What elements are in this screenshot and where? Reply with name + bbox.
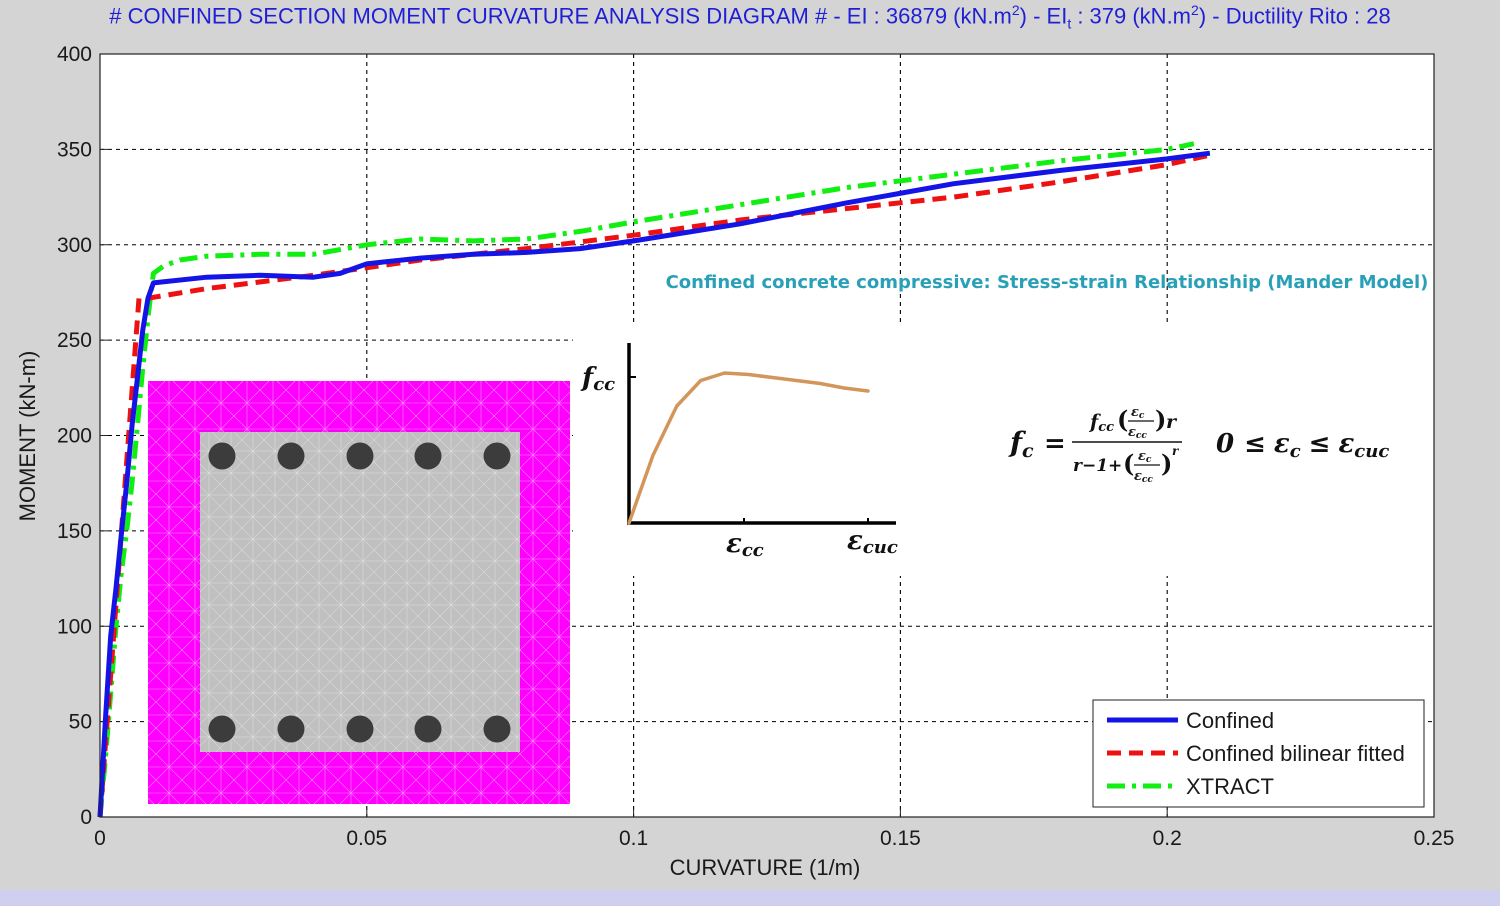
formula-numerator-paren: ( bbox=[1117, 405, 1128, 434]
formula-equals: = bbox=[1044, 429, 1066, 459]
cross-section-inset bbox=[148, 381, 570, 804]
rebar-top bbox=[347, 443, 374, 470]
legend-label: Confined bilinear fitted bbox=[1186, 741, 1405, 766]
y-axis-label: MOMENT (kN-m) bbox=[15, 351, 40, 522]
mander-title: Confined concrete compressive: Stress-st… bbox=[666, 272, 1429, 293]
y-tick-label: 50 bbox=[69, 711, 92, 734]
y-tick-label: 350 bbox=[57, 138, 92, 161]
y-tick-label: 150 bbox=[57, 520, 92, 543]
x-tick-label: 0.25 bbox=[1414, 827, 1455, 850]
rebar-bottom bbox=[415, 716, 442, 743]
section-core bbox=[200, 432, 520, 752]
rebar-top bbox=[209, 443, 236, 470]
formula-numerator-paren-close: ) bbox=[1155, 405, 1166, 434]
x-tick-label: 0.1 bbox=[619, 827, 648, 850]
rebar-top bbox=[415, 443, 442, 470]
rebar-bottom bbox=[209, 716, 236, 743]
rebar-bottom bbox=[278, 716, 305, 743]
rebar-bottom bbox=[484, 716, 511, 743]
y-tick-label: 400 bbox=[57, 43, 92, 66]
rebar-bottom bbox=[347, 716, 374, 743]
mander-background bbox=[573, 322, 1433, 576]
formula-denominator-paren-close: ) bbox=[1161, 449, 1172, 478]
rebar-top bbox=[484, 443, 511, 470]
legend: Confined Confined bilinear fitted XTRACT bbox=[1093, 700, 1424, 807]
window-bottom-strip bbox=[0, 890, 1500, 906]
y-tick-label: 100 bbox=[57, 615, 92, 638]
legend-label: Confined bbox=[1186, 708, 1274, 733]
formula-denominator-prefix: r−1+ bbox=[1073, 456, 1122, 476]
x-tick-label: 0.2 bbox=[1153, 827, 1182, 850]
y-tick-label: 250 bbox=[57, 329, 92, 352]
x-tick-label: 0.05 bbox=[346, 827, 387, 850]
x-tick-label: 0 bbox=[94, 827, 106, 850]
y-tick-label: 200 bbox=[57, 425, 92, 448]
formula-denominator-paren: ( bbox=[1123, 449, 1134, 478]
legend-label: XTRACT bbox=[1186, 774, 1274, 799]
rebar-top bbox=[278, 443, 305, 470]
y-tick-label: 300 bbox=[57, 234, 92, 257]
y-tick-label: 0 bbox=[80, 806, 92, 829]
x-axis-label: CURVATURE (1/m) bbox=[670, 855, 861, 880]
x-tick-label: 0.15 bbox=[880, 827, 921, 850]
